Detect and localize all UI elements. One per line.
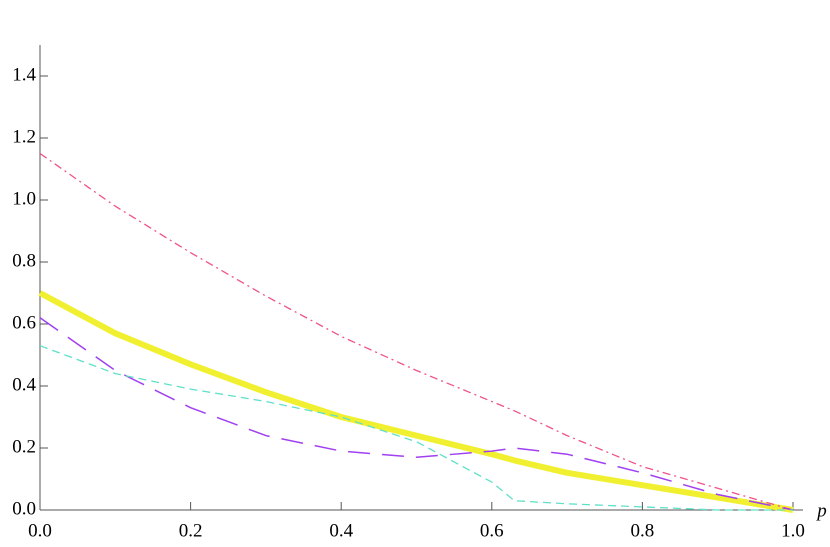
- x-tick-label: 0.0: [28, 520, 52, 541]
- x-axis-label: p: [815, 500, 827, 521]
- x-tick-label: 0.8: [631, 520, 655, 541]
- series-line: [39, 345, 793, 511]
- y-tick-label: 1.2: [12, 126, 36, 147]
- x-tick-label: 1.0: [781, 520, 805, 541]
- series-line: [39, 152, 794, 511]
- series-line: [39, 317, 794, 511]
- y-tick-label: 1.4: [12, 64, 36, 85]
- y-tick-label: 0.0: [12, 498, 36, 519]
- x-tick-label: 0.6: [480, 520, 504, 541]
- y-tick-label: 0.2: [12, 436, 36, 457]
- y-tick-label: 0.8: [12, 250, 36, 271]
- y-tick-label: 1.0: [12, 188, 36, 209]
- y-tick-label: 0.6: [12, 312, 36, 333]
- x-tick-label: 0.2: [179, 520, 203, 541]
- x-tick-label: 0.4: [329, 520, 353, 541]
- y-tick-label: 0.4: [12, 374, 36, 395]
- series-line: [38, 290, 794, 513]
